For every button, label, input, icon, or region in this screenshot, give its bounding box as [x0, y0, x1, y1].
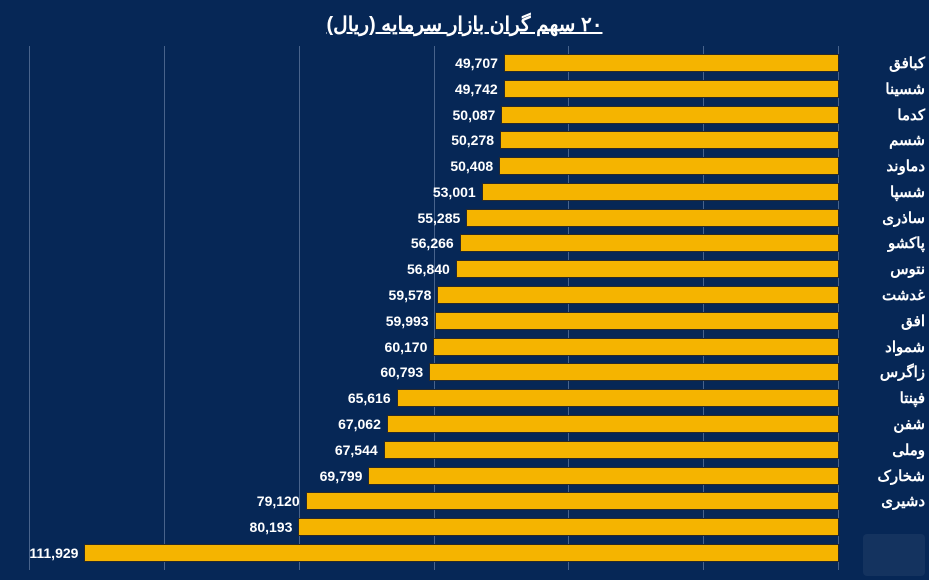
bar-row: 56,266پاکشو — [30, 232, 839, 254]
bar — [298, 518, 839, 536]
bar-row: 50,278شسم — [30, 129, 839, 151]
bar — [466, 209, 839, 227]
category-label: زاگرس — [845, 363, 925, 381]
bar — [504, 54, 839, 72]
bar-row: 50,408دماوند — [30, 155, 839, 177]
bar-row: 65,616فپنتا — [30, 387, 839, 409]
category-label: شسینا — [845, 80, 925, 98]
category-label: شفن — [845, 415, 925, 433]
watermark-logo — [863, 534, 925, 576]
value-label: 50,278 — [451, 132, 494, 148]
category-label: وملی — [845, 441, 925, 459]
bar — [306, 492, 839, 510]
bar — [387, 415, 839, 433]
bar-row: 69,799شخارک — [30, 465, 839, 487]
value-label: 111,929 — [29, 545, 78, 561]
bar-row: 59,578غدشت — [30, 284, 839, 306]
value-label: 59,993 — [386, 313, 429, 329]
value-label: 59,578 — [389, 287, 432, 303]
bar — [84, 544, 839, 562]
category-label: افق — [845, 312, 925, 330]
value-label: 69,799 — [320, 468, 363, 484]
value-label: 49,707 — [455, 55, 498, 71]
bar — [500, 131, 839, 149]
category-label: شسپا — [845, 183, 925, 201]
bar-row: 49,742شسینا — [30, 78, 839, 100]
chart-container: ۲۰ سهم گران بازار سرمایه (ریال) 49,707کب… — [0, 0, 929, 580]
bar — [504, 80, 839, 98]
bar-row: 80,193 — [30, 516, 839, 538]
bar-row: 50,087کدما — [30, 104, 839, 126]
bar-row: 60,170شمواد — [30, 336, 839, 358]
category-label: پاکشو — [845, 234, 925, 252]
value-label: 67,062 — [338, 416, 381, 432]
bar-row: 56,840نتوس — [30, 258, 839, 280]
value-label: 79,120 — [257, 493, 300, 509]
bar — [456, 260, 839, 278]
bar-row: 79,120دشیری — [30, 490, 839, 512]
bar — [435, 312, 839, 330]
bar — [437, 286, 839, 304]
value-label: 55,285 — [417, 210, 460, 226]
category-label: شسم — [845, 131, 925, 149]
value-label: 80,193 — [250, 519, 293, 535]
bar — [460, 234, 839, 252]
bar — [384, 441, 839, 459]
value-label: 56,840 — [407, 261, 450, 277]
value-label: 65,616 — [348, 390, 391, 406]
category-label: دماوند — [845, 157, 925, 175]
bar-row: 67,062شفن — [30, 413, 839, 435]
category-label: غدشت — [845, 286, 925, 304]
value-label: 53,001 — [433, 184, 476, 200]
category-label: کبافق — [845, 54, 925, 72]
chart-title: ۲۰ سهم گران بازار سرمایه (ریال) — [0, 0, 929, 43]
bar-row: 60,793زاگرس — [30, 361, 839, 383]
bar — [429, 363, 839, 381]
value-label: 49,742 — [455, 81, 498, 97]
bar — [482, 183, 839, 201]
value-label: 67,544 — [335, 442, 378, 458]
bars-group: 49,707کبافق 49,742شسینا 50,087کدما 50,278شس… — [30, 52, 839, 564]
bar-row: 59,993افق — [30, 310, 839, 332]
bar-row: 55,285ساذری — [30, 207, 839, 229]
value-label: 56,266 — [411, 235, 454, 251]
category-label: ساذری — [845, 209, 925, 227]
bar-row: 67,544وملی — [30, 439, 839, 461]
category-label: نتوس — [845, 260, 925, 278]
bar — [397, 389, 839, 407]
plot-area: 49,707کبافق 49,742شسینا 50,087کدما 50,278شس… — [30, 46, 839, 570]
value-label: 60,170 — [385, 339, 428, 355]
category-label: فپنتا — [845, 389, 925, 407]
bar — [499, 157, 839, 175]
bar — [368, 467, 839, 485]
category-label: کدما — [845, 106, 925, 124]
bar — [501, 106, 839, 124]
category-label: شمواد — [845, 338, 925, 356]
category-label: شخارک — [845, 467, 925, 485]
value-label: 50,087 — [453, 107, 496, 123]
bar — [433, 338, 839, 356]
value-label: 60,793 — [380, 364, 423, 380]
bar-row: 53,001شسپا — [30, 181, 839, 203]
bar-row: 111,929 — [30, 542, 839, 564]
bar-row: 49,707کبافق — [30, 52, 839, 74]
value-label: 50,408 — [450, 158, 493, 174]
category-label: دشیری — [845, 492, 925, 510]
